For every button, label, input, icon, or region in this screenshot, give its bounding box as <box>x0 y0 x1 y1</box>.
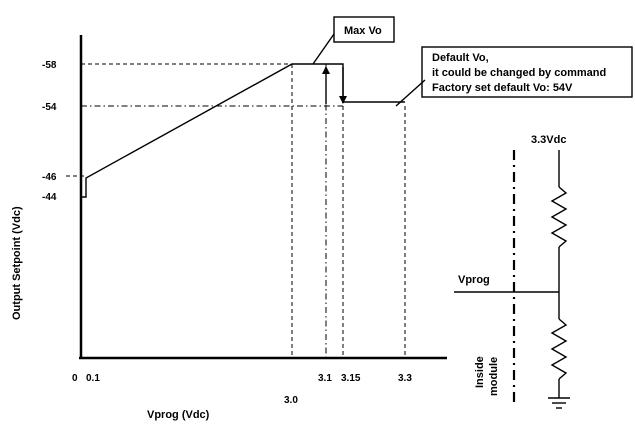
vprog-label: Vprog <box>458 274 490 286</box>
x-axis-label: Vprog (Vdc) <box>147 409 210 421</box>
default-vo-line2: it could be changed by command <box>432 67 606 79</box>
y-axis-label: Output Setpoint (Vdc) <box>11 206 23 320</box>
pulldown-resistor <box>550 318 568 380</box>
supply-label: 3.3Vdc <box>531 134 566 146</box>
vprog-schematic: 3.3Vdc Vprog Inside module <box>454 134 570 409</box>
module-label: module <box>488 357 500 396</box>
x-tick-0: 0 <box>72 373 78 384</box>
max-vo-leader <box>312 33 335 65</box>
x-tick-3-3: 3.3 <box>398 373 412 384</box>
max-vo-box <box>333 16 395 43</box>
setpoint-curve <box>81 63 405 198</box>
default-vo-box <box>421 46 633 98</box>
max-vo-callout: Max Vo <box>312 16 395 65</box>
y-tick-46: -46 <box>42 172 57 183</box>
pullup-resistor <box>550 186 568 248</box>
ground-icon <box>548 397 570 409</box>
y-tick-54: -54 <box>42 102 57 113</box>
default-vo-line1: Default Vo, <box>432 52 489 64</box>
default-vo-leader <box>395 79 426 107</box>
x-tick-0-1: 0.1 <box>86 373 100 384</box>
default-vo-line3: Factory set default Vo: 54V <box>432 82 573 94</box>
x-tick-3-0: 3.0 <box>284 395 298 406</box>
setpoint-graph: -58 -54 -46 -44 0 0.1 3.0 3.1 3.15 3.3 V… <box>11 35 447 421</box>
x-tick-3-1: 3.1 <box>318 373 332 384</box>
max-vo-text: Max Vo <box>344 25 382 37</box>
inside-label: Inside <box>474 356 486 388</box>
default-vo-callout: Default Vo, it could be changed by comma… <box>395 46 633 107</box>
x-tick-3-15: 3.15 <box>341 373 361 384</box>
y-tick-58: -58 <box>42 60 57 71</box>
y-tick-44: -44 <box>42 192 57 203</box>
